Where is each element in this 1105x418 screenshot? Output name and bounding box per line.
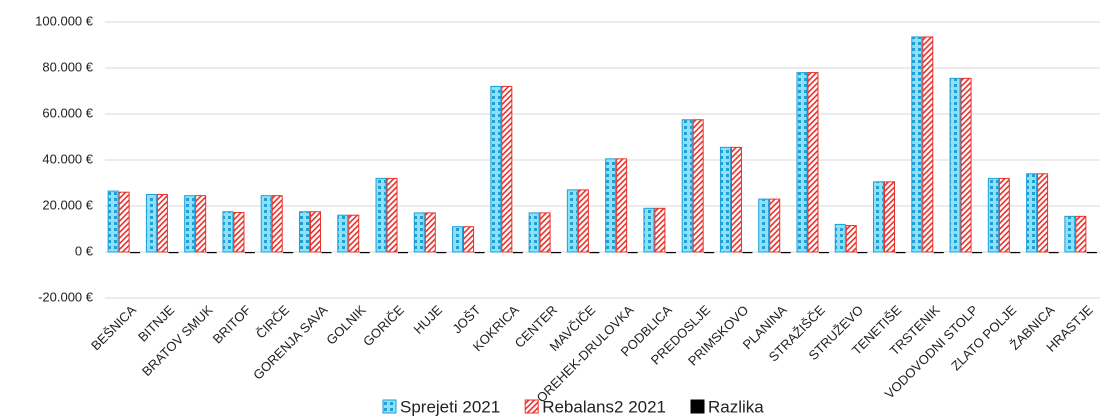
bar bbox=[512, 252, 523, 254]
legend-swatch bbox=[382, 399, 397, 414]
bar bbox=[845, 225, 857, 253]
x-tick-label: GORIČE bbox=[360, 302, 407, 349]
bar bbox=[834, 223, 846, 253]
bar bbox=[933, 252, 944, 254]
bar bbox=[796, 72, 808, 253]
bar bbox=[260, 195, 272, 253]
bar bbox=[1075, 215, 1087, 253]
legend-swatch bbox=[690, 399, 705, 414]
y-tick-label: 20.000 € bbox=[42, 197, 93, 212]
bar bbox=[873, 181, 885, 253]
bar bbox=[895, 252, 906, 254]
bar bbox=[818, 252, 829, 254]
bar bbox=[972, 252, 983, 254]
bar bbox=[222, 211, 234, 253]
bar bbox=[1026, 173, 1038, 253]
bar bbox=[309, 211, 321, 253]
x-tick-label: BEŠNICA bbox=[88, 302, 139, 353]
bar bbox=[195, 195, 207, 253]
bar bbox=[730, 146, 742, 253]
bar bbox=[605, 158, 617, 253]
bar bbox=[233, 211, 245, 253]
bar bbox=[998, 177, 1010, 253]
bar bbox=[348, 214, 360, 253]
bar bbox=[1037, 173, 1049, 253]
bar bbox=[987, 177, 999, 253]
bar bbox=[665, 252, 676, 254]
bar bbox=[321, 252, 332, 254]
bar bbox=[681, 119, 693, 253]
bar bbox=[654, 207, 666, 253]
bar bbox=[911, 36, 923, 253]
bar bbox=[807, 72, 819, 253]
bar bbox=[184, 195, 196, 253]
bar bbox=[922, 36, 934, 253]
bar bbox=[107, 190, 119, 253]
legend-label: Rebalans2 2021 bbox=[542, 397, 666, 416]
bar bbox=[627, 252, 638, 254]
bar bbox=[501, 85, 513, 253]
bar bbox=[589, 252, 600, 254]
bar bbox=[283, 252, 294, 254]
bar bbox=[244, 252, 255, 254]
bar bbox=[490, 85, 502, 253]
bar bbox=[758, 198, 770, 253]
bar bbox=[145, 194, 157, 253]
y-tick-label: 0 € bbox=[75, 243, 94, 258]
bar bbox=[1010, 252, 1021, 254]
bar bbox=[375, 177, 387, 253]
bar bbox=[424, 212, 436, 253]
bar bbox=[206, 252, 217, 254]
x-tick-label: JOŠT bbox=[449, 302, 483, 336]
bar bbox=[949, 77, 961, 253]
legend-label: Sprejeti 2021 bbox=[400, 397, 500, 416]
bar bbox=[398, 252, 409, 254]
bar bbox=[528, 212, 540, 253]
bar bbox=[271, 195, 283, 253]
bar bbox=[769, 198, 781, 253]
bar bbox=[168, 252, 179, 254]
bar bbox=[298, 211, 310, 253]
y-tick-label: 40.000 € bbox=[42, 151, 93, 166]
y-tick-label: 100.000 € bbox=[35, 13, 94, 28]
bar bbox=[413, 212, 425, 253]
bar bbox=[616, 158, 628, 253]
bar bbox=[551, 252, 562, 254]
bar bbox=[780, 252, 791, 254]
bar bbox=[474, 252, 485, 254]
legend-label: Razlika bbox=[708, 397, 764, 416]
x-tick-label: BRITOF bbox=[210, 302, 254, 346]
bar bbox=[452, 226, 464, 253]
bar bbox=[742, 252, 753, 254]
bar bbox=[130, 252, 141, 254]
bar bbox=[436, 252, 447, 254]
y-tick-label: -20.000 € bbox=[38, 289, 94, 304]
x-tick-label: HUJE bbox=[411, 302, 446, 337]
bar bbox=[960, 77, 972, 253]
bar bbox=[719, 146, 731, 253]
x-tick-label: BRATOV SMUK bbox=[139, 302, 216, 379]
bar bbox=[463, 226, 475, 253]
y-tick-label: 80.000 € bbox=[42, 59, 93, 74]
bar bbox=[857, 252, 868, 254]
bar bbox=[566, 189, 578, 253]
y-tick-label: 60.000 € bbox=[42, 105, 93, 120]
bar bbox=[692, 119, 704, 253]
bar bbox=[704, 252, 715, 254]
bar bbox=[539, 212, 551, 253]
bar bbox=[884, 181, 896, 253]
bar bbox=[1086, 252, 1097, 254]
bar bbox=[118, 191, 130, 253]
bar bbox=[643, 207, 655, 253]
bar bbox=[386, 177, 398, 253]
bar bbox=[577, 189, 589, 253]
bar bbox=[1048, 252, 1059, 254]
bar bbox=[156, 194, 168, 253]
bar bbox=[1064, 215, 1076, 253]
bar bbox=[359, 252, 370, 254]
legend-swatch bbox=[524, 399, 539, 414]
bar bbox=[337, 214, 349, 253]
